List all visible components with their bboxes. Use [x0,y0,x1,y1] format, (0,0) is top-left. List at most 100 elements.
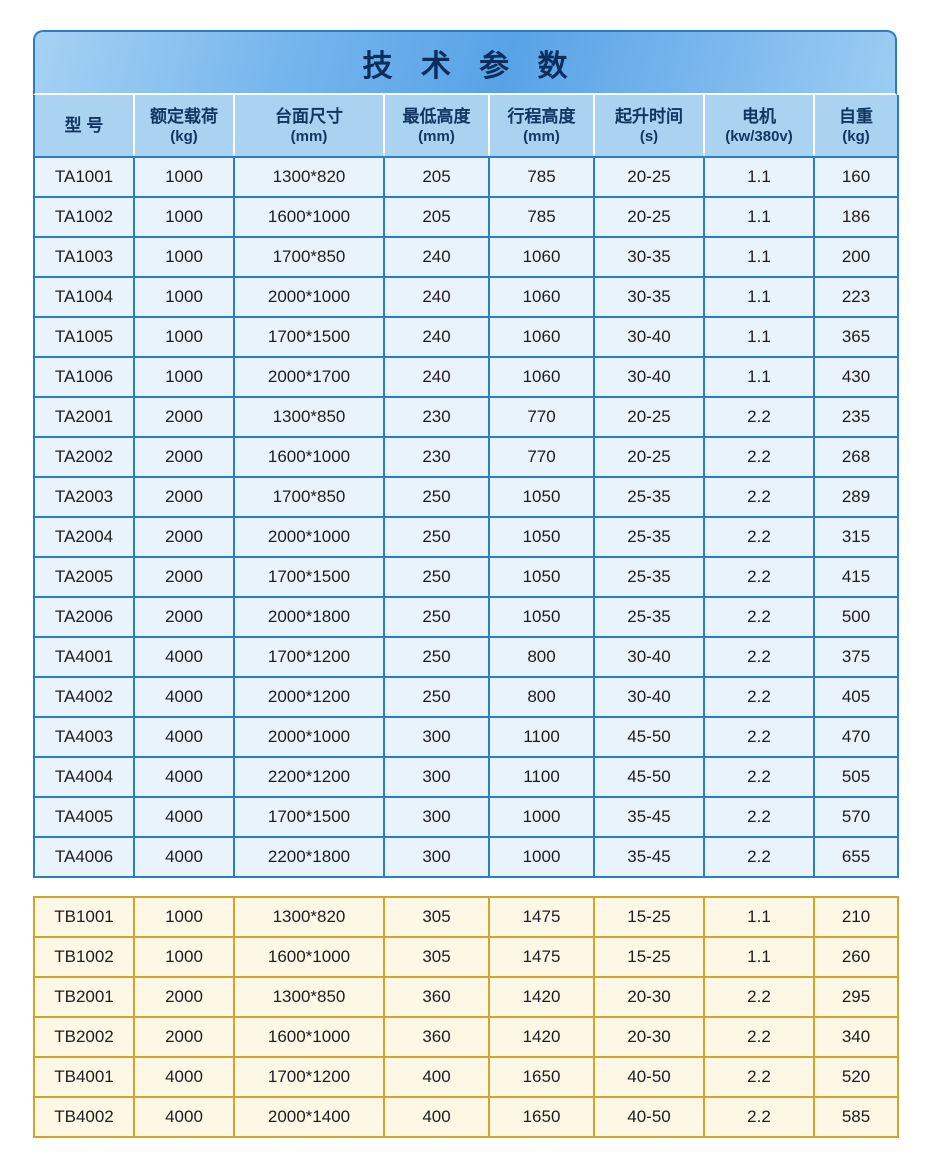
model-cell: TA4001 [33,636,135,678]
value-cell: 360 [383,1016,490,1058]
model-cell: TB2002 [33,1016,135,1058]
value-cell: 223 [813,276,899,318]
value-cell: 35-45 [593,836,705,878]
value-cell: 415 [813,556,899,598]
value-cell: 1.1 [703,276,815,318]
value-cell: 1050 [488,516,595,558]
value-cell: 2.2 [703,1016,815,1058]
value-cell: 2.2 [703,556,815,598]
value-cell: 1700*850 [233,476,385,518]
value-cell: 2.2 [703,596,815,638]
value-cell: 405 [813,676,899,718]
value-cell: 40-50 [593,1096,705,1138]
value-cell: 585 [813,1096,899,1138]
value-cell: 1000 [133,316,235,358]
column-header: 行程高度 (mm) [488,95,595,158]
value-cell: 1000 [133,896,235,938]
table-row: TA1002 1000 1600*1000 205 785 20-25 1.1 186 [33,196,899,238]
value-cell: 2.2 [703,716,815,758]
value-cell: 2.2 [703,756,815,798]
value-cell: 4000 [133,756,235,798]
table-row: TA1006 1000 2000*1700 240 1060 30-40 1.1 430 [33,356,899,398]
value-cell: 1060 [488,276,595,318]
model-cell: TA4005 [33,796,135,838]
table-row: TA4004 4000 2200*1200 300 1100 45-50 2.2 505 [33,756,899,798]
value-cell: 186 [813,196,899,238]
value-cell: 289 [813,476,899,518]
value-cell: 250 [383,676,490,718]
value-cell: 360 [383,976,490,1018]
value-cell: 2000*1700 [233,356,385,398]
value-cell: 25-35 [593,596,705,638]
table-row: TA2002 2000 1600*1000 230 770 20-25 2.2 268 [33,436,899,478]
table-row: TB1002 1000 1600*1000 305 1475 15-25 1.1 260 [33,936,899,978]
value-cell: 305 [383,936,490,978]
value-cell: 20-30 [593,976,705,1018]
value-cell: 1.1 [703,896,815,938]
value-cell: 1000 [133,936,235,978]
table-b-body: TB1001 1000 1300*820 305 1475 15-25 1.1 210 TB10… [33,896,899,1138]
value-cell: 250 [383,476,490,518]
value-cell: 240 [383,236,490,278]
value-cell: 1475 [488,896,595,938]
table-row: TA1004 1000 2000*1000 240 1060 30-35 1.1 223 [33,276,899,318]
value-cell: 250 [383,556,490,598]
value-cell: 205 [383,196,490,238]
value-cell: 240 [383,316,490,358]
model-cell: TB1002 [33,936,135,978]
value-cell: 470 [813,716,899,758]
value-cell: 800 [488,636,595,678]
value-cell: 340 [813,1016,899,1058]
table-row: TA1003 1000 1700*850 240 1060 30-35 1.1 200 [33,236,899,278]
value-cell: 2000 [133,436,235,478]
value-cell: 268 [813,436,899,478]
value-cell: 2000 [133,976,235,1018]
table-row: TA4002 4000 2000*1200 250 800 30-40 2.2 405 [33,676,899,718]
model-cell: TA1003 [33,236,135,278]
value-cell: 4000 [133,1056,235,1098]
value-cell: 500 [813,596,899,638]
table-row: TB2002 2000 1600*1000 360 1420 20-30 2.2 340 [33,1016,899,1058]
value-cell: 2000 [133,596,235,638]
value-cell: 430 [813,356,899,398]
model-cell: TA1004 [33,276,135,318]
value-cell: 1060 [488,356,595,398]
value-cell: 15-25 [593,896,705,938]
value-cell: 25-35 [593,476,705,518]
value-cell: 365 [813,316,899,358]
value-cell: 4000 [133,796,235,838]
table-row: TA4006 4000 2200*1800 300 1000 35-45 2.2 655 [33,836,899,878]
value-cell: 30-35 [593,276,705,318]
value-cell: 4000 [133,636,235,678]
table-gap [33,878,897,896]
value-cell: 2200*1200 [233,756,385,798]
value-cell: 240 [383,276,490,318]
value-cell: 1.1 [703,196,815,238]
value-cell: 20-25 [593,196,705,238]
value-cell: 1000 [133,196,235,238]
table-row: TA1001 1000 1300*820 205 785 20-25 1.1 160 [33,156,899,198]
value-cell: 250 [383,516,490,558]
value-cell: 2.2 [703,436,815,478]
value-cell: 400 [383,1096,490,1138]
value-cell: 1050 [488,556,595,598]
value-cell: 1.1 [703,316,815,358]
value-cell: 1420 [488,976,595,1018]
value-cell: 1700*1500 [233,796,385,838]
value-cell: 2.2 [703,516,815,558]
spec-table-ta: 型 号额定载荷 (kg) 台面尺寸 (mm) 最低高度 (mm) 行程高度 (mm) 起升时间(… [33,95,899,878]
value-cell: 1300*850 [233,976,385,1018]
table-a-body: TA1001 1000 1300*820 205 785 20-25 1.1 160 TA100… [33,156,899,878]
model-cell: TA2003 [33,476,135,518]
value-cell: 235 [813,396,899,438]
value-cell: 1.1 [703,356,815,398]
value-cell: 2000*1200 [233,676,385,718]
model-cell: TA4003 [33,716,135,758]
table-row: TA4005 4000 1700*1500 300 1000 35-45 2.2 570 [33,796,899,838]
value-cell: 45-50 [593,716,705,758]
value-cell: 1420 [488,1016,595,1058]
page-title: 技 术 参 数 [33,30,897,95]
value-cell: 1600*1000 [233,436,385,478]
value-cell: 1650 [488,1056,595,1098]
value-cell: 200 [813,236,899,278]
